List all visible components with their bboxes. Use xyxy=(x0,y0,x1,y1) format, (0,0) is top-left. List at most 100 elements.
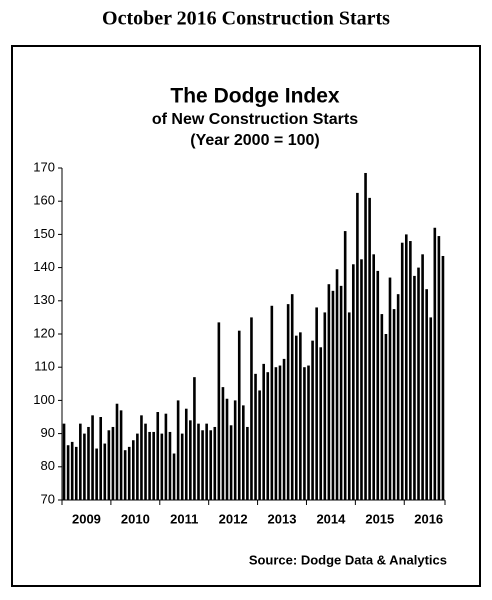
bar xyxy=(331,290,335,500)
bar xyxy=(103,443,107,500)
bar xyxy=(246,426,249,500)
bar xyxy=(205,423,208,500)
frame xyxy=(11,45,481,587)
bar xyxy=(425,289,428,500)
bar xyxy=(433,227,437,500)
bar xyxy=(409,241,412,501)
bar xyxy=(429,317,433,500)
x-tick-label: 2014 xyxy=(316,511,346,526)
bar xyxy=(160,433,164,500)
bar xyxy=(299,332,302,500)
chart-title: The Dodge Index xyxy=(170,85,340,108)
bar xyxy=(237,330,241,500)
bar xyxy=(148,431,151,500)
bar xyxy=(343,231,347,500)
bar xyxy=(213,426,217,500)
bar xyxy=(209,430,213,500)
page-title: October 2016 Construction Starts xyxy=(102,8,390,30)
bar xyxy=(217,322,221,500)
bar xyxy=(364,172,367,501)
bar xyxy=(327,284,331,500)
bar xyxy=(282,358,286,500)
bar xyxy=(87,426,90,500)
x-tick-label: 2016 xyxy=(414,511,443,526)
bar xyxy=(441,255,445,500)
bar xyxy=(62,423,66,500)
y-tick-label: 160 xyxy=(33,193,55,208)
bar xyxy=(189,420,192,500)
bar xyxy=(274,367,278,500)
y-tick-label: 120 xyxy=(33,325,55,340)
bar xyxy=(197,423,200,500)
bar xyxy=(127,446,131,500)
bar xyxy=(400,242,404,500)
bar xyxy=(421,254,424,500)
bar xyxy=(437,236,441,500)
bar xyxy=(286,304,290,500)
bar xyxy=(107,430,111,500)
bar xyxy=(221,387,225,500)
bar xyxy=(323,312,327,500)
bar xyxy=(70,441,74,500)
bar xyxy=(74,446,78,500)
bar xyxy=(250,317,253,500)
bar xyxy=(417,267,420,500)
bar xyxy=(290,294,294,500)
x-tick-label: 2013 xyxy=(268,511,297,526)
bar xyxy=(242,405,245,500)
bar xyxy=(164,413,168,500)
bar xyxy=(413,275,416,500)
bar xyxy=(294,335,298,500)
bar xyxy=(184,408,188,500)
bar xyxy=(180,433,184,500)
bar xyxy=(347,312,351,500)
bar xyxy=(392,309,396,500)
bar xyxy=(270,305,274,500)
bar xyxy=(131,440,135,500)
bar xyxy=(193,377,196,500)
bar xyxy=(315,307,318,500)
bar xyxy=(233,400,237,500)
bar xyxy=(152,431,155,500)
bar xyxy=(95,448,98,500)
bar xyxy=(335,269,339,500)
y-tick-label: 80 xyxy=(41,458,55,473)
bar xyxy=(339,285,343,500)
y-tick-label: 100 xyxy=(33,392,55,407)
bar xyxy=(254,373,257,500)
bar xyxy=(262,363,265,500)
source: Source: Dodge Data & Analytics xyxy=(249,552,447,567)
bar xyxy=(258,390,261,500)
bar xyxy=(144,423,147,500)
bar xyxy=(140,415,143,500)
bar xyxy=(266,372,270,500)
bar xyxy=(229,425,233,500)
bar xyxy=(136,433,139,500)
bar xyxy=(91,415,94,500)
x-tick-label: 2012 xyxy=(219,511,248,526)
bar xyxy=(115,403,119,500)
y-tick-label: 70 xyxy=(41,491,55,506)
bar xyxy=(111,426,115,500)
chart-subtitle: of New Construction Starts xyxy=(152,111,358,128)
bar xyxy=(172,453,176,500)
x-tick-label: 2010 xyxy=(121,511,150,526)
bar xyxy=(303,367,306,500)
bar xyxy=(388,277,392,500)
y-tick-label: 170 xyxy=(33,159,55,174)
bar xyxy=(176,400,180,500)
bar xyxy=(83,433,86,500)
bar xyxy=(360,259,363,500)
bar xyxy=(119,410,123,500)
bar xyxy=(319,347,323,500)
bar xyxy=(168,431,172,500)
y-tick-label: 130 xyxy=(33,292,55,307)
bar xyxy=(278,365,282,500)
bar xyxy=(201,430,204,500)
y-tick-label: 150 xyxy=(33,226,55,241)
bar xyxy=(396,294,400,500)
bar xyxy=(372,254,376,500)
y-tick-label: 110 xyxy=(34,359,55,374)
chart-subtitle: (Year 2000 = 100) xyxy=(190,132,319,149)
